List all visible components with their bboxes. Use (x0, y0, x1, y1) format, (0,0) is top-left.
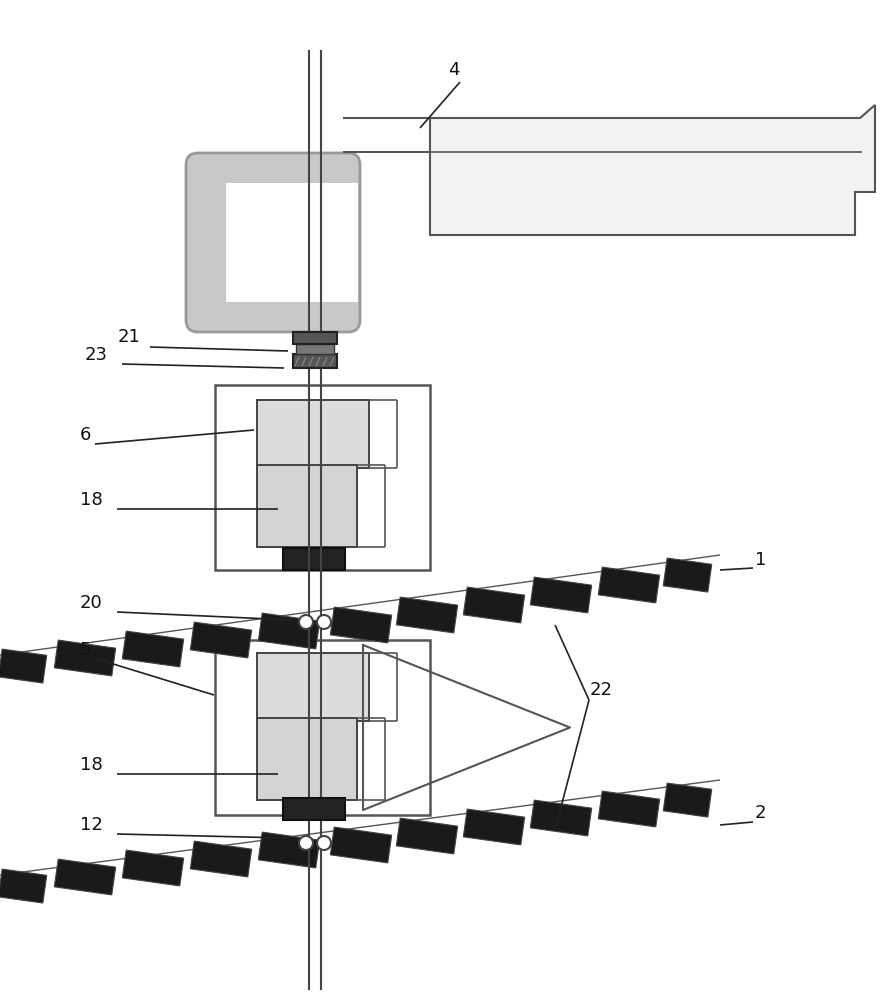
Text: 6: 6 (80, 426, 91, 444)
Bar (293, 354, 337, 368)
Text: 12: 12 (80, 816, 103, 834)
Bar (283, 798, 345, 820)
Bar (396, 597, 458, 633)
Bar (257, 400, 369, 468)
Bar (330, 827, 392, 863)
Polygon shape (430, 105, 875, 235)
Text: 18: 18 (80, 756, 103, 774)
Circle shape (299, 615, 313, 629)
Bar (598, 567, 660, 603)
Text: 1: 1 (755, 551, 766, 569)
Bar (283, 548, 345, 570)
Bar (122, 850, 183, 886)
Bar (293, 332, 337, 344)
Text: 22: 22 (590, 681, 613, 699)
Bar (226, 183, 358, 302)
Text: 5: 5 (80, 641, 91, 659)
Bar (259, 832, 320, 868)
Text: 4: 4 (448, 61, 460, 79)
Text: 21: 21 (118, 328, 141, 346)
Bar (0, 869, 47, 903)
Bar (257, 718, 357, 800)
Bar (396, 818, 458, 854)
Bar (190, 841, 252, 877)
Bar (296, 344, 334, 354)
Bar (531, 800, 592, 836)
Circle shape (317, 615, 331, 629)
Bar (259, 613, 320, 649)
FancyBboxPatch shape (186, 153, 360, 332)
Text: 2: 2 (755, 804, 766, 822)
Bar (0, 649, 47, 683)
Circle shape (299, 836, 313, 850)
Bar (463, 809, 525, 845)
Bar (257, 653, 369, 721)
Bar (215, 385, 430, 570)
Bar (598, 791, 660, 827)
Bar (664, 558, 711, 592)
Bar (257, 465, 357, 547)
Bar (531, 577, 592, 613)
Bar (215, 640, 430, 815)
Bar (330, 607, 392, 643)
Bar (190, 622, 252, 658)
Circle shape (317, 836, 331, 850)
Bar (122, 631, 183, 667)
Bar (463, 587, 525, 623)
Bar (54, 640, 116, 676)
Text: 20: 20 (80, 594, 103, 612)
Bar (54, 859, 116, 895)
Text: 18: 18 (80, 491, 103, 509)
Text: 23: 23 (85, 346, 108, 364)
Bar (664, 783, 711, 817)
